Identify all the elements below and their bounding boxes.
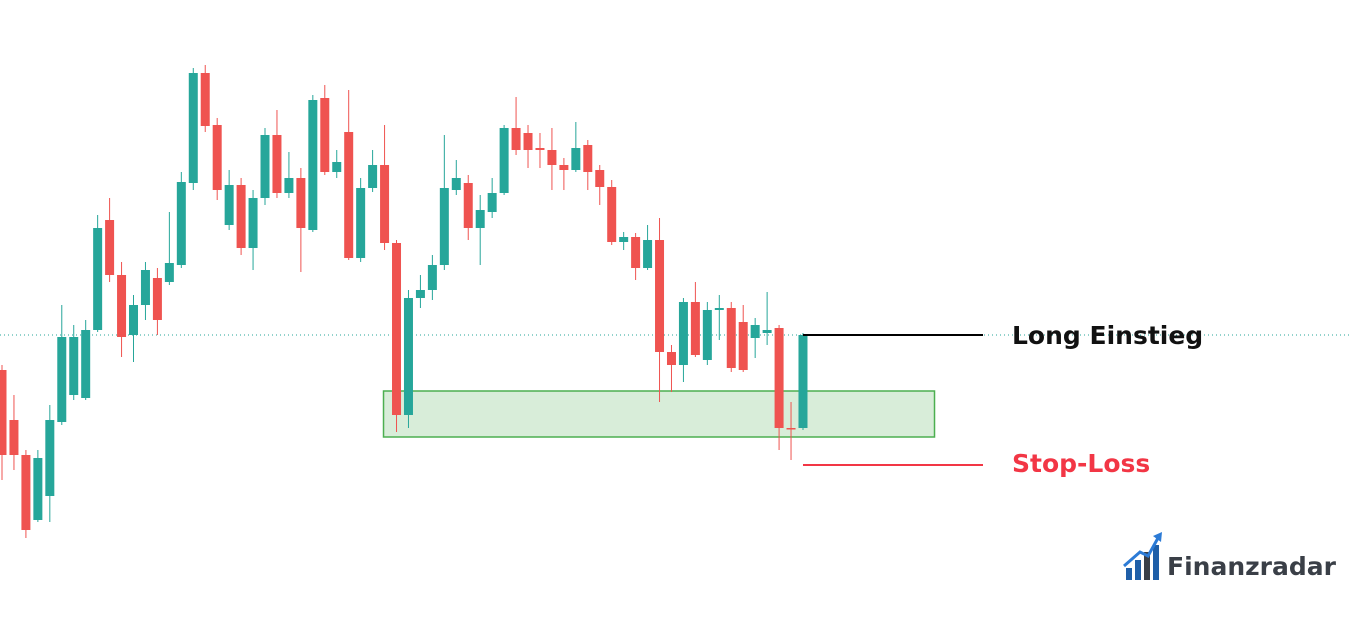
candle-body bbox=[57, 337, 67, 422]
candle-body bbox=[535, 148, 545, 150]
candle-body bbox=[248, 198, 258, 248]
brand: Finanzradar bbox=[1167, 552, 1337, 581]
candle-body bbox=[427, 265, 437, 290]
candle-body bbox=[547, 150, 557, 165]
candle-body bbox=[595, 170, 605, 187]
candle-body bbox=[487, 193, 497, 212]
candle-body bbox=[296, 178, 306, 228]
entry-label: Long Einstieg bbox=[1012, 321, 1203, 350]
candle-body bbox=[774, 328, 784, 428]
candle-body bbox=[320, 98, 330, 172]
candle-body bbox=[81, 330, 91, 398]
candle-body bbox=[117, 275, 127, 337]
candle-body bbox=[380, 165, 390, 243]
candle-body bbox=[284, 178, 294, 193]
candle-body bbox=[200, 73, 210, 126]
candle-body bbox=[666, 352, 676, 365]
candle-body bbox=[750, 325, 760, 338]
candle-body bbox=[702, 310, 712, 360]
candle-body bbox=[798, 335, 808, 428]
candle-body bbox=[236, 185, 246, 248]
candle-body bbox=[678, 302, 688, 365]
candle-body bbox=[655, 240, 665, 352]
support-zone bbox=[382, 390, 936, 438]
candle-body bbox=[714, 308, 724, 310]
candle-body bbox=[308, 100, 318, 230]
candle-body bbox=[33, 458, 43, 520]
candle-body bbox=[403, 298, 413, 415]
candle-body bbox=[499, 128, 509, 193]
candle-body bbox=[152, 278, 162, 320]
candle-body bbox=[511, 128, 521, 150]
candle-body bbox=[344, 132, 354, 258]
candle-body bbox=[45, 420, 55, 496]
candle-body bbox=[105, 220, 115, 275]
candle-body bbox=[631, 237, 641, 268]
candle-body bbox=[140, 270, 150, 305]
candle-body bbox=[415, 290, 425, 298]
candle-body bbox=[439, 188, 449, 265]
candle-body bbox=[224, 185, 234, 225]
candle-body bbox=[762, 330, 772, 333]
candle-body bbox=[332, 162, 342, 172]
candle-body bbox=[9, 420, 19, 455]
candle-body bbox=[129, 305, 139, 335]
candle-body bbox=[21, 455, 31, 530]
candle-body bbox=[93, 228, 103, 330]
candle-body bbox=[451, 178, 461, 190]
candle-body bbox=[690, 302, 700, 355]
candle-body bbox=[69, 337, 79, 395]
logo-icon bbox=[1123, 532, 1162, 580]
candle-body bbox=[463, 183, 473, 228]
candle-body bbox=[726, 308, 736, 368]
candle-body bbox=[523, 133, 533, 150]
candle-body bbox=[475, 210, 485, 228]
stop-loss-label: Stop-Loss bbox=[1012, 449, 1150, 478]
candle-body bbox=[583, 145, 593, 172]
candle-body bbox=[571, 148, 581, 170]
candle-body bbox=[164, 263, 174, 282]
candle-body bbox=[786, 428, 796, 430]
candle-body bbox=[188, 73, 198, 183]
candle-body bbox=[643, 240, 653, 268]
candle-body bbox=[260, 135, 270, 198]
candle-body bbox=[738, 322, 748, 370]
candle-body bbox=[619, 237, 629, 242]
candle-body bbox=[559, 165, 569, 170]
candle-body bbox=[212, 125, 222, 190]
candle-body bbox=[176, 182, 186, 265]
candle-body bbox=[356, 188, 366, 258]
candle-body bbox=[368, 165, 378, 188]
candle-body bbox=[0, 370, 7, 455]
candle-body bbox=[392, 243, 402, 415]
candle-body bbox=[272, 135, 282, 193]
candle-body bbox=[607, 187, 617, 242]
